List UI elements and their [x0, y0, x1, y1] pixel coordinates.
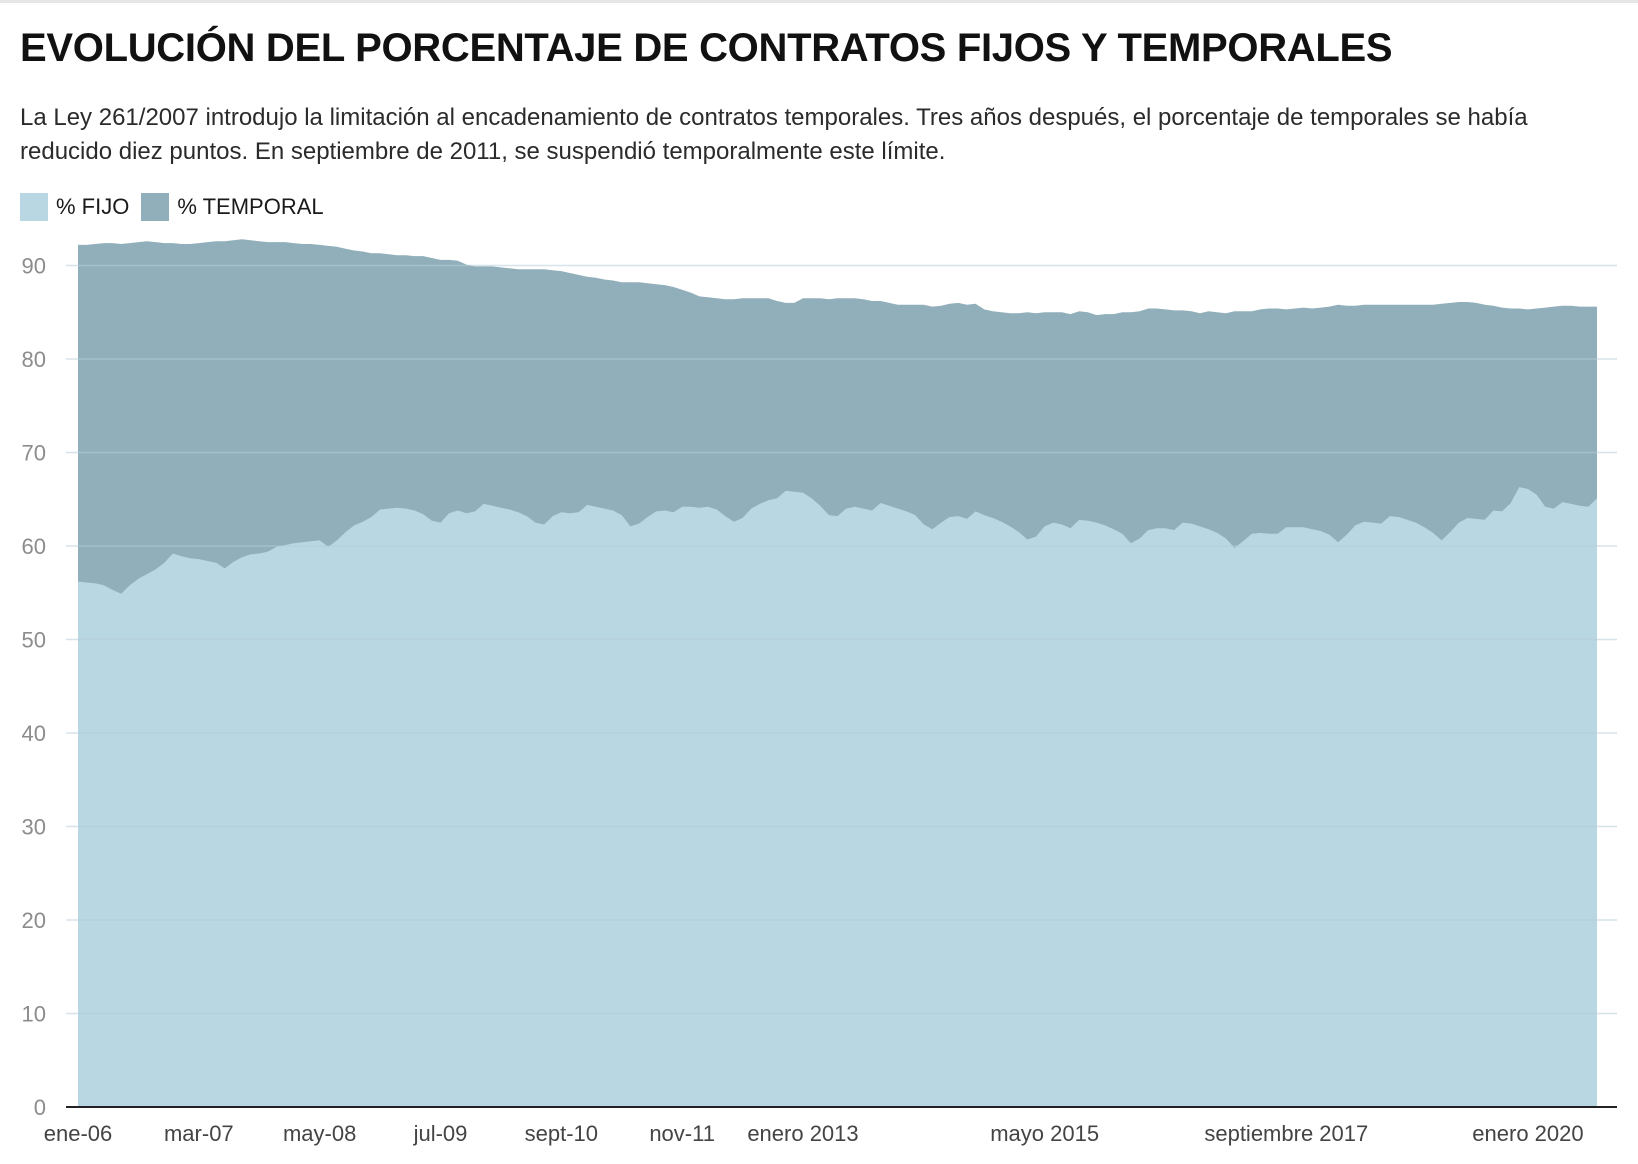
series-area-fijo	[78, 487, 1597, 1108]
legend-label-temporal: % TEMPORAL	[177, 194, 324, 219]
chart-gridlines	[66, 264, 1617, 1108]
y-tick-label: 50	[22, 628, 46, 653]
top-border	[0, 0, 1638, 3]
legend-label-fijo: % FIJO	[56, 194, 130, 219]
y-tick-label: 80	[22, 347, 46, 372]
legend-swatch-fijo	[20, 193, 48, 221]
legend-swatch-temporal	[141, 193, 170, 221]
legend-item-temporal: % TEMPORAL	[141, 193, 324, 221]
y-tick-label: 40	[22, 721, 46, 746]
chart-title: EVOLUCIÓN DEL PORCENTAJE DE CONTRATOS FI…	[20, 26, 1393, 70]
x-tick-label: mar-07	[164, 1121, 234, 1146]
legend-item-fijo: % FIJO	[20, 193, 129, 221]
y-tick-label: 20	[22, 908, 46, 933]
legend: % FIJO % TEMPORAL	[20, 193, 336, 221]
y-tick-label: 90	[22, 254, 46, 279]
x-tick-label: septiembre 2017	[1204, 1121, 1368, 1146]
x-tick-label: ene-06	[44, 1121, 113, 1146]
chart-subtitle: La Ley 261/2007 introdujo la limitación …	[20, 104, 1528, 165]
y-axis: 0 10 20 30 40 50 60 70 80 90	[22, 254, 46, 1121]
x-tick-label: enero 2013	[747, 1121, 858, 1146]
x-tick-label: sept-10	[525, 1121, 598, 1146]
y-tick-label: 10	[22, 1002, 46, 1027]
y-tick-label: 30	[22, 815, 46, 840]
y-tick-label: 0	[34, 1095, 46, 1120]
x-tick-label: enero 2020	[1472, 1121, 1583, 1146]
x-tick-label: nov-11	[649, 1121, 715, 1146]
x-tick-label: may-08	[283, 1121, 356, 1146]
x-tick-label: mayo 2015	[990, 1121, 1099, 1146]
x-tick-label: jul-09	[413, 1121, 468, 1146]
y-tick-label: 70	[22, 441, 46, 466]
y-tick-label: 60	[22, 534, 46, 559]
x-axis: ene-06 mar-07 may-08 jul-09 sept-10 nov-11 ene…	[44, 1121, 1584, 1146]
chart-areas	[78, 239, 1597, 1108]
